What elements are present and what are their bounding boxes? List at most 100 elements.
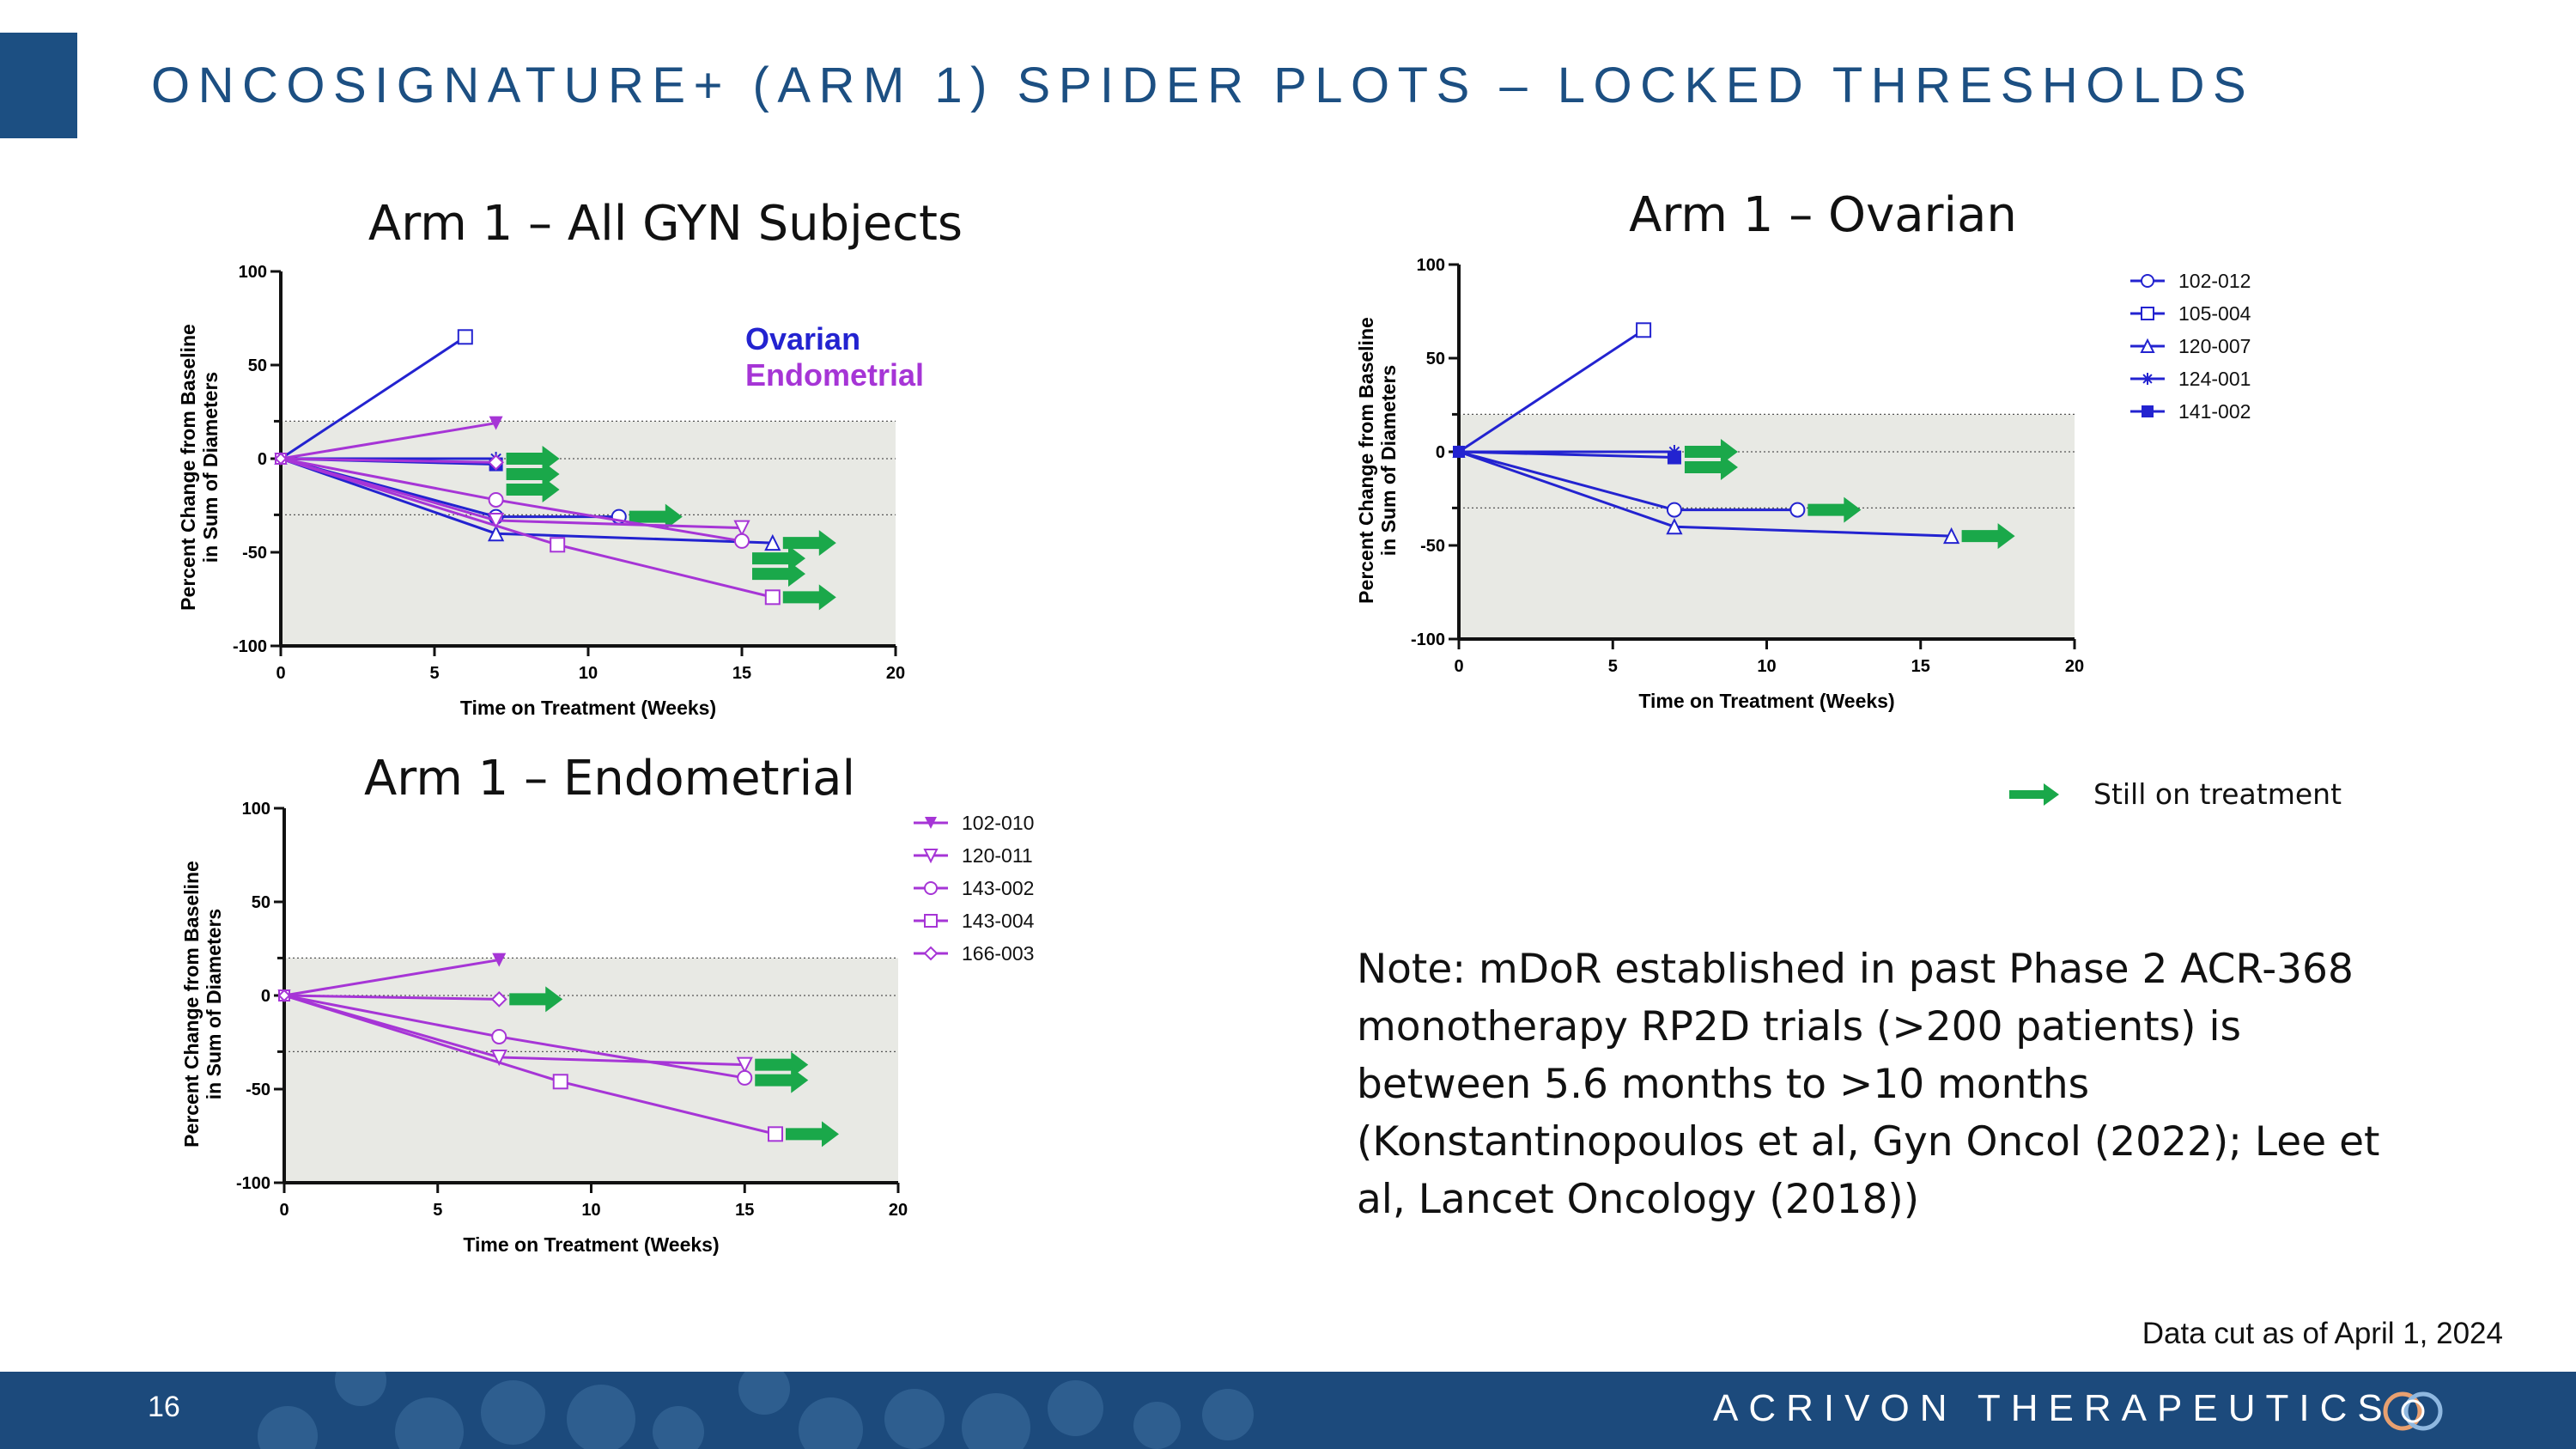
still-on-treatment-key: Still on treatment	[2009, 777, 2342, 811]
circle-marker	[488, 491, 504, 508]
page-number: 16	[148, 1391, 180, 1423]
note-line: monotherapy RP2D trials (>200 patients) …	[1357, 1003, 2241, 1050]
y-axis-label: in Sum of Diameters	[199, 372, 222, 563]
triangle-down-filled-marker	[489, 416, 503, 430]
still-on-treatment-arrow	[782, 530, 836, 557]
square-marker	[768, 1126, 783, 1142]
still-on-treatment-arrow	[752, 561, 805, 588]
chart-title-ovarian: Arm 1 – Ovarian	[1629, 187, 2017, 243]
series-143-004	[275, 453, 836, 611]
circle-marker	[1666, 502, 1682, 518]
x-axis-label: Time on Treatment (Weeks)	[460, 697, 716, 719]
y-tick-label: 0	[261, 987, 270, 1006]
footer-bar: 16 ACRIVON THERAPEUTICS	[0, 1372, 2576, 1449]
diamond-marker	[490, 990, 507, 1008]
still-on-treatment-arrow	[755, 1067, 809, 1093]
triangle-up-marker	[764, 533, 781, 551]
triangle-up-legend-icon	[2130, 338, 2165, 353]
x-tick-label: 0	[276, 664, 285, 683]
note-line: al, Lancet Oncology (2018))	[1357, 1176, 1920, 1223]
y-tick-label: 100	[239, 263, 267, 282]
y-axis-label: Percent Change from Baseline	[180, 861, 203, 1148]
circle-marker	[734, 533, 750, 549]
x-tick-label: 10	[581, 1201, 600, 1220]
diamond-marker	[277, 989, 291, 1002]
note-line: between 5.6 months to >10 months	[1357, 1061, 2090, 1108]
legend-item: 102-010	[914, 807, 1034, 839]
y-tick-label: 100	[242, 800, 270, 819]
legend-endometrial: 102-010 120-011 143-002 143-004 166-003	[914, 807, 1034, 970]
y-tick-label: -100	[236, 1174, 270, 1193]
triangle-up-marker	[487, 524, 505, 542]
square-filled-marker	[1667, 450, 1681, 465]
circle-marker	[491, 1028, 507, 1044]
x-tick-label: 5	[1608, 657, 1618, 676]
diamond-marker	[923, 946, 939, 961]
x-tick-label: 10	[1757, 657, 1776, 676]
x-tick-label: 15	[1911, 657, 1930, 676]
y-tick-label: 50	[1426, 350, 1445, 368]
page-title: ONCOSIGNATURE+ (ARM 1) SPIDER PLOTS – LO…	[151, 58, 2255, 113]
x-tick-label: 5	[433, 1201, 442, 1220]
x-tick-label: 0	[279, 1201, 289, 1220]
legend-item: 143-004	[914, 904, 1034, 937]
series-120-007	[274, 451, 836, 557]
x-tick-label: 15	[735, 1201, 754, 1220]
square-filled-marker	[2142, 405, 2154, 417]
y-axis-label: Percent Change from Baseline	[1355, 317, 1377, 604]
data-cut-date: Data cut as of April 1, 2024	[2142, 1317, 2503, 1350]
y-tick-label: -100	[1411, 630, 1445, 649]
square-marker	[552, 1074, 568, 1090]
legend-item: 120-011	[914, 839, 1034, 872]
series-line	[280, 422, 496, 460]
y-tick-label: -50	[242, 544, 267, 563]
interlocking-rings-logo-icon	[2383, 1391, 2443, 1431]
shaded-threshold-region	[284, 958, 898, 1183]
still-on-treatment-arrow	[1961, 523, 2015, 550]
y-axis-label: Percent Change from Baseline	[177, 324, 199, 611]
legend-label: 120-007	[2178, 334, 2251, 357]
series-166-003	[274, 452, 560, 502]
chart-ovarian: 0 5 10 15 20 100 50 0 -50 -100 Time on Treatment (…	[1355, 256, 2084, 712]
x-tick-label: 5	[429, 664, 439, 683]
y-axis-label: in Sum of Diameters	[1377, 365, 1400, 556]
square-filled-marker	[1454, 447, 1464, 457]
diamond-marker	[488, 454, 505, 471]
diamond-marker	[274, 452, 288, 466]
y-tick-label: -50	[246, 1081, 270, 1099]
series-line	[1458, 450, 1674, 460]
star-marker	[2142, 373, 2154, 385]
brand-corner-block	[0, 33, 77, 138]
note-line: Note: mDoR established in past Phase 2 A…	[1357, 946, 2354, 993]
legend-item: 141-002	[2130, 395, 2251, 428]
still-on-treatment-arrow	[786, 1121, 839, 1148]
square-marker	[1636, 322, 1652, 338]
legend-label: 102-012	[2178, 269, 2251, 292]
series-143-004	[278, 989, 839, 1148]
y-axis-label: in Sum of Diameters	[203, 909, 225, 1099]
y-tick-label: 0	[1436, 443, 1445, 462]
chart-endometrial: 0 5 10 15 20 100 50 0 -50 -100 Time on Treatment (…	[180, 800, 908, 1256]
legend-item: 124-001	[2130, 362, 2251, 395]
group-label-ovarian: Ovarian	[745, 321, 861, 356]
square-marker	[457, 329, 473, 345]
x-tick-label: 20	[886, 664, 905, 683]
x-axis-label: Time on Treatment (Weeks)	[1638, 690, 1894, 712]
y-tick-label: -50	[1420, 537, 1445, 556]
legend-label: 166-003	[962, 941, 1035, 965]
circle-marker	[737, 1069, 753, 1086]
still-on-treatment-arrow	[1684, 454, 1738, 480]
x-tick-label: 20	[889, 1201, 908, 1220]
legend-ovarian: 102-012 105-004 120-007 124-001 141-002	[2130, 265, 2251, 428]
triangle-up-marker	[2140, 338, 2155, 353]
series-line	[283, 994, 500, 1001]
square-marker	[2141, 307, 2154, 320]
chart-title-all: Arm 1 – All GYN Subjects	[368, 196, 963, 252]
triangle-down-marker	[487, 512, 505, 530]
note-text: Note: mDoR established in past Phase 2 A…	[1357, 941, 2473, 1228]
still-on-treatment-label: Still on treatment	[2093, 777, 2342, 811]
triangle-down-marker	[736, 1056, 753, 1074]
legend-item: 105-004	[2130, 297, 2251, 330]
legend-label: 143-004	[962, 909, 1035, 932]
